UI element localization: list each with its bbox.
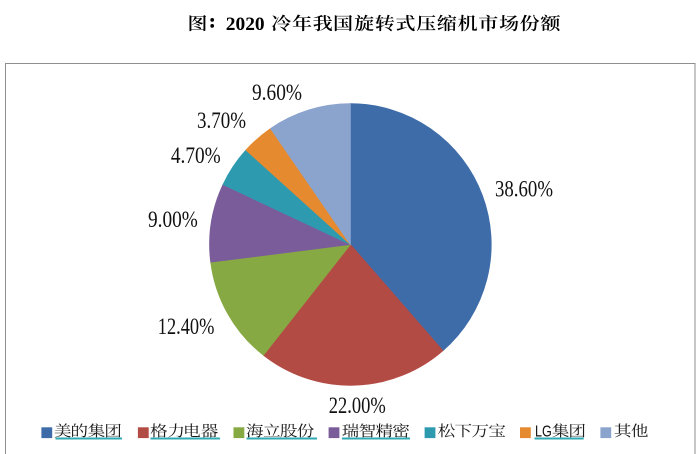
svg-text:LG: LG [535, 423, 552, 440]
svg-text:12.40%: 12.40% [158, 314, 215, 339]
svg-text:4.70%: 4.70% [171, 143, 221, 168]
svg-text:22.00%: 22.00% [329, 393, 386, 418]
svg-text:38.60%: 38.60% [495, 176, 553, 201]
svg-text:3.70%: 3.70% [197, 108, 246, 133]
svg-text:9.00%: 9.00% [148, 207, 198, 232]
svg-text:9.60%: 9.60% [252, 80, 302, 105]
svg-text:2020: 2020 [226, 14, 265, 35]
